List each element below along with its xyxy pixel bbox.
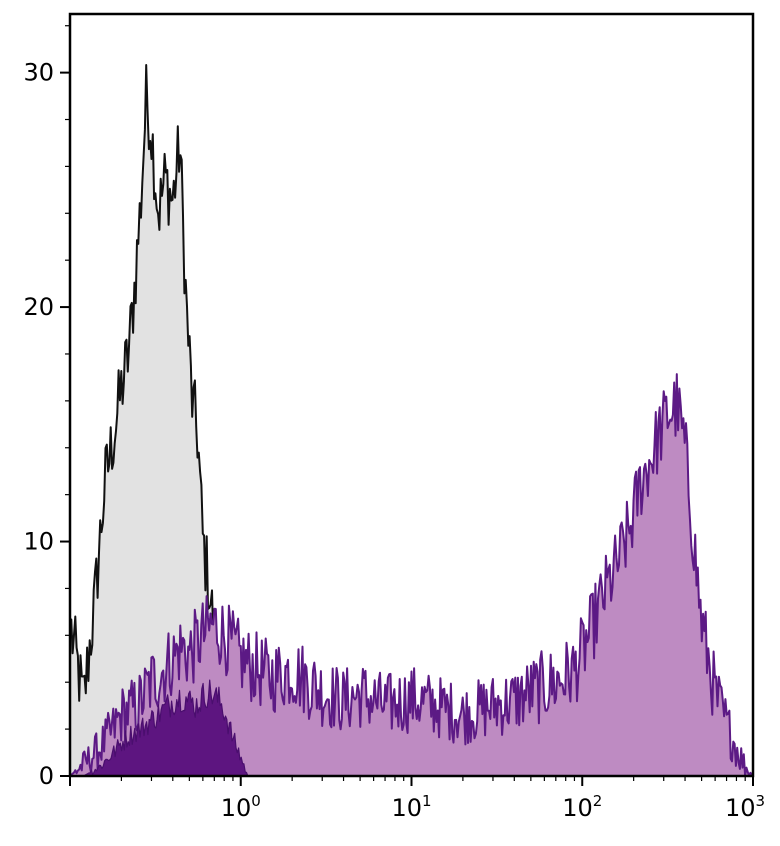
y-minor-ticks [65,25,70,730]
x-tick-label-1: 101 [391,792,431,822]
x-tick-label-0: 100 [221,792,261,822]
histogram-series-1 [69,373,754,777]
y-axis: 0 10 20 30 [23,59,70,790]
y-tick-label-2: 20 [23,293,54,321]
y-tick-label-0: 0 [39,762,54,790]
series-layer [69,64,754,777]
x-tick-label-2: 102 [562,792,602,822]
histogram-series-2 [82,679,249,777]
y-tick-label-3: 30 [23,59,54,87]
x-axis: 100 101 102 103 [69,776,765,822]
x-tick-label-3: 103 [725,792,765,822]
y-tick-label-1: 10 [23,528,54,556]
